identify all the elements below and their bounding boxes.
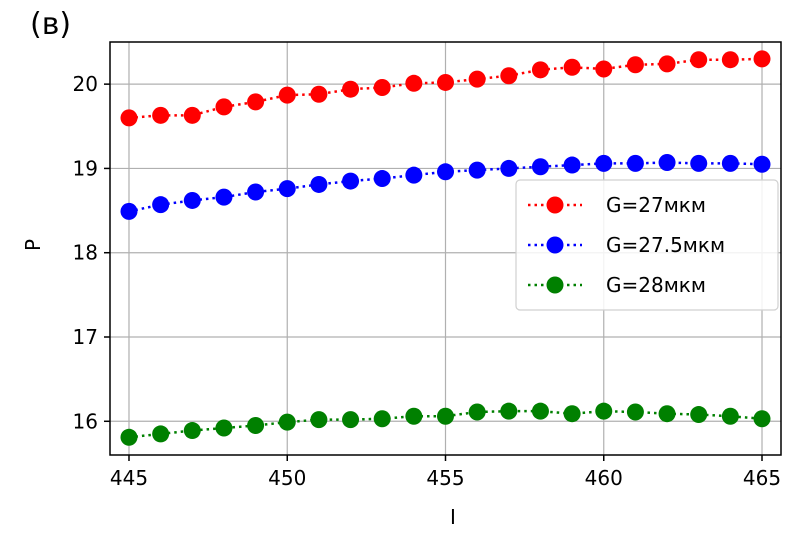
data-point: [500, 67, 518, 85]
legend-item: G=27.5мкм: [528, 233, 725, 257]
y-tick-label: 18: [73, 241, 98, 265]
data-point: [595, 154, 613, 172]
data-point: [310, 411, 328, 429]
data-point: [690, 51, 708, 69]
data-point: [310, 85, 328, 103]
data-point: [215, 98, 233, 116]
data-point: [468, 70, 486, 88]
legend-marker: [546, 236, 564, 254]
data-point: [690, 406, 708, 424]
data-point: [721, 407, 739, 425]
legend-label: G=27.5мкм: [606, 233, 725, 257]
x-tick-label: 445: [110, 466, 148, 490]
data-point: [563, 405, 581, 423]
data-point: [563, 156, 581, 174]
data-point: [500, 402, 518, 420]
legend-item: G=28мкм: [528, 273, 706, 297]
legend-item: G=27мкм: [528, 193, 706, 217]
y-tick-label: 17: [73, 325, 98, 349]
data-point: [405, 407, 423, 425]
data-point: [342, 172, 360, 190]
data-point: [468, 403, 486, 421]
data-point: [247, 93, 265, 111]
data-point: [310, 175, 328, 193]
data-point: [658, 405, 676, 423]
data-point: [437, 73, 454, 91]
data-point: [152, 106, 170, 124]
data-point: [626, 403, 644, 421]
legend: G=27мкм G=27.5мкм G=28мкм: [515, 179, 779, 311]
data-point: [215, 419, 233, 437]
legend-box: [515, 179, 779, 311]
legend-marker: [546, 276, 564, 294]
data-point: [152, 425, 170, 443]
data-point: [120, 109, 138, 127]
series: [120, 50, 771, 127]
series: [120, 154, 771, 220]
x-axis-ticks: 445 450 455 460 465: [110, 455, 781, 490]
data-point: [658, 55, 676, 73]
data-point: [531, 61, 549, 79]
data-point: [405, 166, 423, 184]
data-point: [626, 154, 644, 172]
series-line: [128, 409, 763, 439]
data-point: [595, 60, 613, 78]
series: [120, 402, 771, 446]
data-point: [531, 158, 549, 176]
data-point: [278, 86, 296, 104]
y-tick-label: 20: [73, 72, 98, 96]
x-tick-label: 460: [585, 466, 623, 490]
data-point: [595, 402, 613, 420]
data-point: [690, 154, 708, 172]
data-point: [721, 154, 739, 172]
data-point: [342, 80, 360, 98]
data-point: [278, 180, 296, 198]
x-tick-label: 465: [743, 466, 781, 490]
data-point: [468, 161, 486, 179]
data-point: [152, 196, 170, 214]
data-point: [120, 202, 138, 220]
data-point: [373, 79, 391, 97]
y-axis-ticks: 16 17 18 19 20: [73, 72, 110, 433]
data-point: [563, 58, 581, 76]
data-point: [373, 170, 391, 188]
data-point: [753, 410, 771, 428]
data-point: [183, 106, 201, 124]
legend-label: G=27мкм: [606, 193, 706, 217]
x-tick-label: 450: [268, 466, 306, 490]
y-tick-label: 16: [73, 409, 98, 433]
panel-label: (в): [30, 7, 71, 42]
data-point: [500, 159, 518, 177]
data-point: [753, 50, 771, 68]
data-point: [405, 74, 423, 92]
series-layer: [120, 50, 771, 446]
data-point: [626, 56, 644, 74]
data-point: [721, 51, 739, 69]
x-axis-label: I: [450, 505, 456, 529]
data-point: [437, 407, 454, 425]
data-point: [437, 163, 454, 181]
data-point: [247, 417, 265, 434]
data-point: [531, 402, 549, 420]
y-tick-label: 19: [73, 156, 98, 180]
data-point: [120, 428, 138, 446]
data-point: [373, 410, 391, 428]
legend-marker: [546, 196, 564, 214]
legend-label: G=28мкм: [606, 273, 706, 297]
data-point: [247, 183, 265, 201]
data-point: [753, 155, 771, 173]
data-point: [183, 191, 201, 209]
x-tick-label: 455: [426, 466, 464, 490]
y-axis-label: P: [21, 239, 45, 251]
data-point: [278, 413, 296, 431]
data-point: [183, 422, 201, 440]
data-point: [215, 188, 233, 206]
data-point: [342, 411, 360, 429]
data-point: [658, 154, 676, 172]
